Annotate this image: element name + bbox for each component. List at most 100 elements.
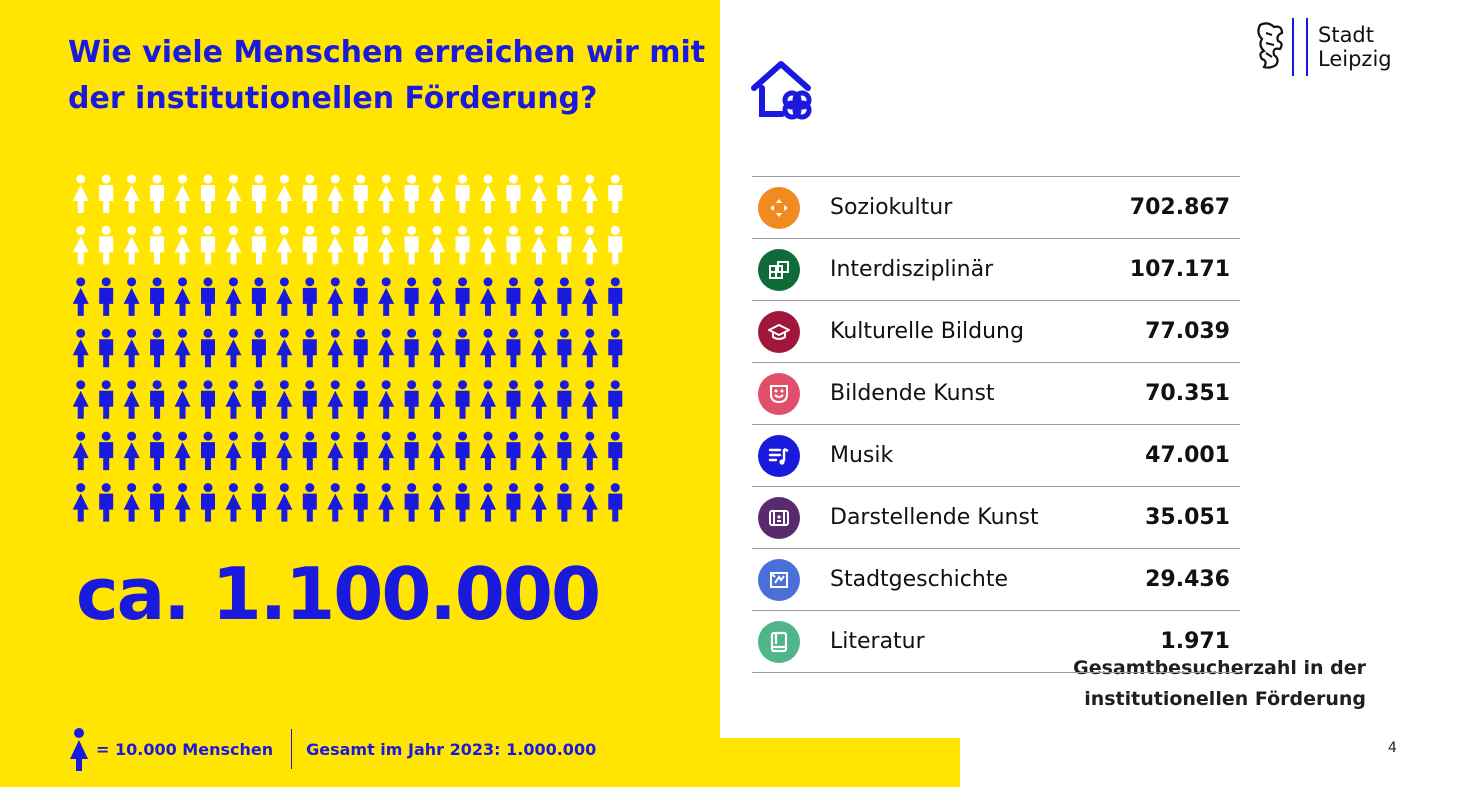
footer-divider bbox=[291, 729, 293, 769]
person-icon bbox=[353, 328, 368, 368]
person-icon bbox=[353, 277, 368, 316]
person-icon bbox=[99, 174, 114, 213]
person-icon bbox=[378, 328, 395, 368]
person-icon bbox=[99, 328, 114, 368]
person-icon bbox=[378, 277, 395, 316]
person-icon bbox=[123, 174, 140, 213]
person-icon bbox=[353, 174, 368, 213]
row-value: 47.001 bbox=[1145, 443, 1230, 468]
row-label: Bildende Kunst bbox=[830, 381, 995, 406]
person-icon bbox=[581, 328, 598, 368]
person-icon bbox=[530, 328, 547, 368]
person-icon bbox=[353, 431, 368, 471]
mask-icon bbox=[758, 372, 800, 415]
logo-text: Stadt Leipzig bbox=[1318, 23, 1392, 71]
row-label: Musik bbox=[830, 443, 894, 468]
table-row: Soziokultur 702.867 bbox=[752, 177, 1240, 239]
person-icon bbox=[557, 225, 572, 265]
person-icon bbox=[404, 483, 419, 522]
person-icon bbox=[276, 225, 293, 265]
row-label: Darstellende Kunst bbox=[830, 505, 1039, 530]
person-icon bbox=[506, 483, 521, 522]
person-icon bbox=[72, 328, 89, 368]
table-row: Stadtgeschichte 29.436 bbox=[752, 549, 1240, 611]
row-value: 35.051 bbox=[1145, 505, 1230, 530]
person-icon bbox=[225, 431, 242, 471]
person-icon bbox=[455, 277, 470, 316]
person-icon bbox=[302, 483, 317, 522]
row-value: 702.867 bbox=[1129, 195, 1230, 220]
table-row: Bildende Kunst 70.351 bbox=[752, 363, 1240, 425]
person-icon bbox=[353, 483, 368, 522]
person-icon bbox=[378, 225, 395, 265]
person-icon bbox=[608, 277, 623, 316]
person-icon bbox=[99, 277, 114, 316]
people-grid bbox=[68, 170, 628, 530]
person-icon bbox=[506, 277, 521, 316]
person-icon bbox=[123, 225, 140, 265]
person-icon bbox=[581, 225, 598, 265]
person-icon bbox=[429, 328, 446, 368]
person-icon bbox=[480, 431, 496, 471]
person-icon bbox=[506, 225, 521, 265]
person-icon bbox=[455, 431, 470, 471]
person-icon bbox=[150, 174, 165, 213]
person-icon bbox=[557, 277, 572, 316]
row-value: 29.436 bbox=[1145, 567, 1230, 592]
person-icon bbox=[302, 380, 317, 419]
person-icon bbox=[251, 174, 266, 213]
person-icon bbox=[429, 380, 446, 419]
person-icon bbox=[506, 380, 521, 419]
caption-line-1: Gesamtbesucherzahl in der bbox=[1073, 657, 1366, 679]
person-icon bbox=[174, 277, 191, 316]
person-icon bbox=[429, 277, 446, 316]
footer-legend: = 10.000 Menschen Gesamt im Jahr 2023: 1… bbox=[68, 727, 596, 771]
person-icon bbox=[72, 380, 89, 419]
row-value: 70.351 bbox=[1145, 381, 1230, 406]
person-icon bbox=[404, 174, 419, 213]
table-row: Darstellende Kunst 35.051 bbox=[752, 487, 1240, 549]
headline: Wie viele Menschen erreichen wir mit der… bbox=[68, 35, 706, 116]
person-icon bbox=[530, 174, 547, 213]
person-icon bbox=[251, 277, 266, 316]
person-icon bbox=[251, 483, 266, 522]
person-icon bbox=[276, 483, 293, 522]
row-value: 1.971 bbox=[1160, 629, 1230, 654]
person-icon bbox=[174, 328, 191, 368]
row-value: 107.171 bbox=[1129, 257, 1230, 282]
person-icon bbox=[557, 431, 572, 471]
person-icon bbox=[429, 225, 446, 265]
person-icon bbox=[72, 277, 89, 316]
person-icon bbox=[225, 277, 242, 316]
person-icon bbox=[276, 328, 293, 368]
person-icon bbox=[302, 225, 317, 265]
stadt-leipzig-logo: Stadt Leipzig bbox=[1254, 18, 1392, 76]
person-icon bbox=[581, 431, 598, 471]
person-icon bbox=[327, 225, 344, 265]
person-icon bbox=[378, 431, 395, 471]
person-icon bbox=[530, 380, 547, 419]
person-icon bbox=[174, 380, 191, 419]
logo-line-2: Leipzig bbox=[1318, 47, 1392, 71]
person-icon bbox=[70, 728, 88, 771]
person-icon bbox=[327, 277, 344, 316]
person-icon bbox=[72, 174, 89, 213]
person-icon bbox=[174, 225, 191, 265]
grid-icon bbox=[758, 248, 800, 291]
person-icon bbox=[302, 328, 317, 368]
person-icon bbox=[276, 431, 293, 471]
table-row: Interdisziplinär 107.171 bbox=[752, 239, 1240, 301]
table-row: Musik 47.001 bbox=[752, 425, 1240, 487]
lion-crest-icon bbox=[1257, 22, 1284, 69]
person-icon bbox=[404, 225, 419, 265]
person-icon bbox=[174, 483, 191, 522]
person-icon bbox=[201, 380, 215, 419]
person-icon bbox=[530, 483, 547, 522]
row-label: Interdisziplinär bbox=[830, 257, 994, 282]
total-caption: Gesamtbesucherzahl in der institutionell… bbox=[1073, 653, 1366, 715]
person-icon bbox=[150, 277, 165, 316]
page-number: 4 bbox=[1388, 740, 1397, 756]
person-icon bbox=[225, 483, 242, 522]
person-icon bbox=[455, 483, 470, 522]
person-icon bbox=[404, 380, 419, 419]
